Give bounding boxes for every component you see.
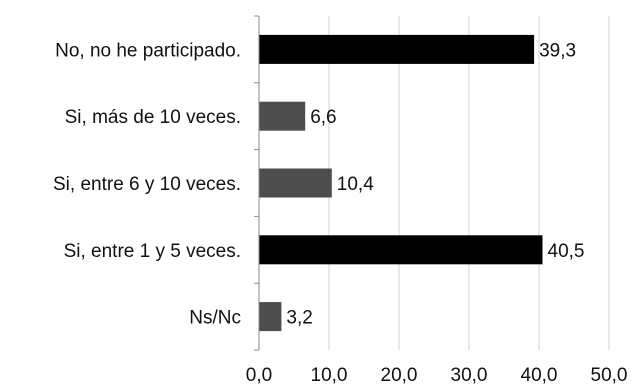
x-tick-label: 0,0 [246, 365, 272, 386]
bar [259, 168, 332, 198]
bars [259, 34, 543, 332]
data-label: 10,4 [337, 174, 374, 195]
bar [259, 302, 282, 332]
category-label: Si, entre 6 y 10 veces. [53, 174, 241, 195]
data-label: 40,5 [548, 241, 585, 262]
bar [259, 235, 543, 265]
category-label: Ns/Nc [189, 308, 241, 329]
x-tick-label: 50,0 [591, 365, 628, 386]
data-label: 39,3 [539, 40, 576, 61]
bar [259, 101, 306, 131]
category-label: Si, más de 10 veces. [65, 107, 241, 128]
x-tick-label: 30,0 [451, 365, 488, 386]
x-tick-label: 40,0 [521, 365, 558, 386]
category-label: Si, entre 1 y 5 veces. [64, 241, 241, 262]
bar [259, 34, 535, 64]
grid-lines [254, 15, 610, 351]
data-label: 3,2 [286, 308, 312, 329]
labels: 0,0 10,0 20,0 30,0 40,0 50,0 No, no he partici… [53, 40, 627, 386]
x-tick-label: 10,0 [311, 365, 348, 386]
data-label: 6,6 [310, 107, 336, 128]
x-tick-label: 20,0 [381, 365, 418, 386]
category-label: No, no he participado. [55, 40, 241, 61]
